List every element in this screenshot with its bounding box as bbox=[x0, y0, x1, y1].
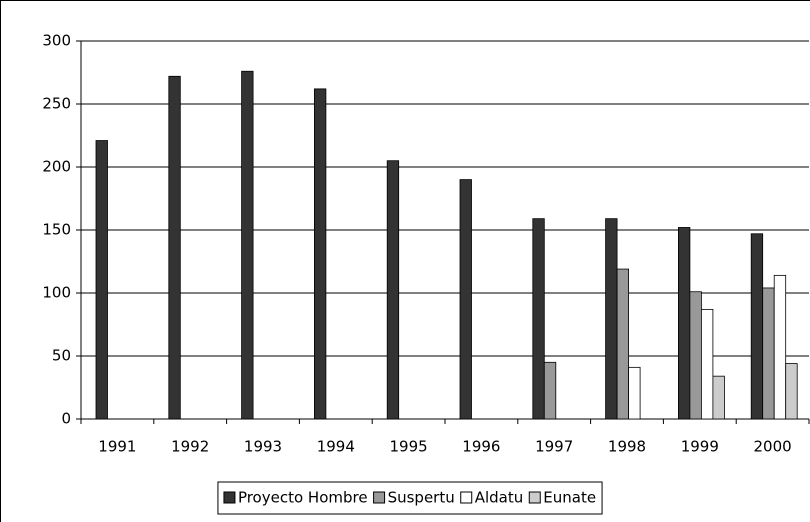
y-tick-label: 0 bbox=[61, 410, 71, 428]
bar bbox=[605, 218, 618, 420]
legend-swatch bbox=[223, 491, 236, 504]
x-tick-label: 1997 bbox=[535, 438, 573, 456]
y-tick-label: 150 bbox=[42, 221, 71, 239]
bar bbox=[459, 179, 472, 420]
bar bbox=[785, 363, 798, 420]
bar bbox=[543, 361, 557, 420]
legend-label: Suspertu bbox=[388, 489, 455, 507]
bar bbox=[712, 375, 725, 420]
bar bbox=[95, 140, 108, 420]
bar bbox=[168, 75, 181, 420]
bar bbox=[689, 291, 702, 420]
x-tick-label: 1993 bbox=[244, 438, 282, 456]
legend-label: Aldatu bbox=[475, 489, 524, 507]
y-tick-label: 200 bbox=[42, 158, 71, 176]
bar bbox=[701, 308, 714, 420]
x-tick-label: 1992 bbox=[171, 438, 209, 456]
y-tick-label: 250 bbox=[42, 95, 71, 113]
bar bbox=[616, 268, 629, 420]
bar bbox=[241, 70, 254, 420]
x-tick-label: 1991 bbox=[98, 438, 136, 456]
bar bbox=[678, 227, 691, 420]
y-tick-label: 300 bbox=[42, 32, 71, 50]
bar bbox=[386, 160, 400, 420]
legend-swatch bbox=[460, 491, 473, 504]
y-tick-label: 50 bbox=[52, 347, 71, 365]
legend-label: Eunate bbox=[543, 489, 596, 507]
bar bbox=[762, 287, 775, 420]
x-tick-label: 2000 bbox=[754, 438, 792, 456]
y-tick-label: 100 bbox=[42, 284, 71, 302]
bar bbox=[313, 88, 327, 420]
bar bbox=[532, 218, 545, 420]
legend-swatch bbox=[373, 491, 386, 504]
x-tick-label: 1994 bbox=[317, 438, 355, 456]
legend-label: Proyecto Hombre bbox=[238, 489, 368, 507]
bar bbox=[773, 274, 787, 420]
x-tick-label: 1999 bbox=[681, 438, 719, 456]
bar bbox=[750, 233, 764, 420]
x-tick-label: 1995 bbox=[390, 438, 428, 456]
x-tick-label: 1996 bbox=[462, 438, 500, 456]
legend-swatch bbox=[528, 491, 541, 504]
bar bbox=[628, 366, 641, 420]
x-tick-label: 1998 bbox=[608, 438, 646, 456]
